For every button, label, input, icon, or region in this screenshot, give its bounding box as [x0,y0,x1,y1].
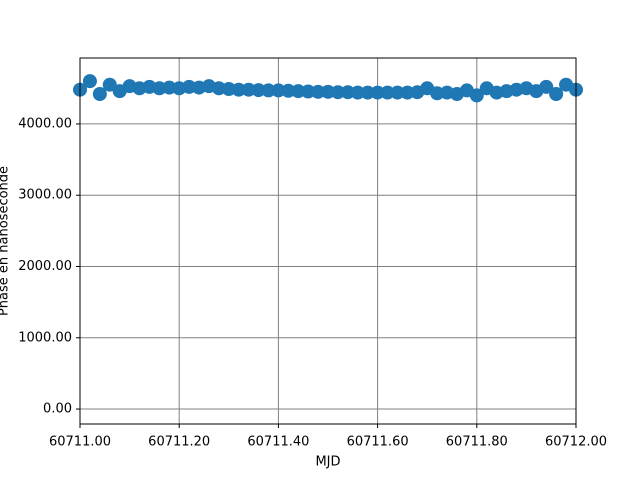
x-tick-label: 60712.00 [545,435,607,450]
point [241,82,256,97]
y-axis-label: Phase en nanoseconde [0,166,12,316]
point [281,83,296,98]
y-tick-label: 1000.00 [18,330,72,345]
point [102,77,117,92]
point [261,83,276,98]
point [539,79,554,94]
point [330,85,345,100]
point [400,85,415,100]
y-tick-label: 0.00 [43,402,72,417]
x-axis-label: MJD [315,455,340,470]
point [311,84,326,99]
x-tick-label: 60711.20 [148,435,210,450]
x-tick-label: 60711.00 [49,435,111,450]
point [251,83,266,98]
point [301,84,316,99]
point [360,85,375,100]
point [469,88,484,103]
point [231,82,246,97]
point [291,84,306,99]
point [549,86,564,101]
point [271,83,286,98]
point [321,84,335,99]
plot-frame [79,57,577,425]
point [340,85,355,100]
x-tick-label: 60711.60 [347,435,409,450]
point [92,86,107,101]
point [390,85,405,100]
x-tick-label: 60711.40 [247,435,309,450]
y-tick-label: 4000.00 [18,116,72,131]
point [370,85,385,100]
point [82,74,97,89]
point [350,85,365,100]
y-tick-label: 2000.00 [18,259,72,274]
x-tick-label: 60711.80 [446,435,508,450]
point [380,85,395,100]
y-tick-label: 3000.00 [18,188,72,203]
